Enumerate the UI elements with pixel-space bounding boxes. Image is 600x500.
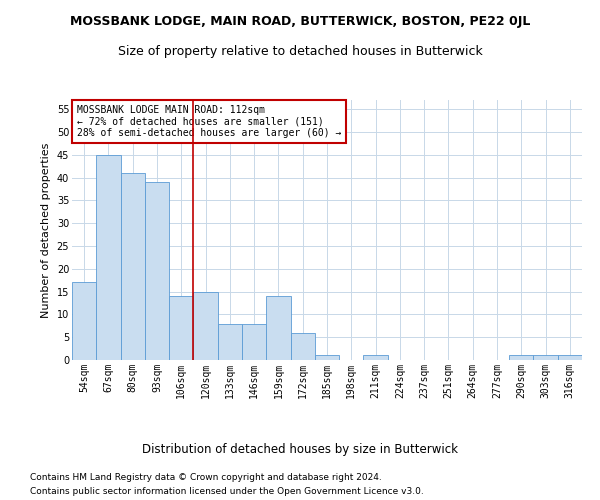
Bar [558,356,582,360]
Bar [364,356,388,360]
Bar [533,356,558,360]
Bar [72,282,96,360]
Bar [121,173,145,360]
Bar [315,356,339,360]
Text: MOSSBANK LODGE MAIN ROAD: 112sqm
← 72% of detached houses are smaller (151)
28% : MOSSBANK LODGE MAIN ROAD: 112sqm ← 72% o… [77,105,341,138]
Text: MOSSBANK LODGE, MAIN ROAD, BUTTERWICK, BOSTON, PE22 0JL: MOSSBANK LODGE, MAIN ROAD, BUTTERWICK, B… [70,15,530,28]
Text: Distribution of detached houses by size in Butterwick: Distribution of detached houses by size … [142,442,458,456]
Text: Size of property relative to detached houses in Butterwick: Size of property relative to detached ho… [118,45,482,58]
Text: Contains public sector information licensed under the Open Government Licence v3: Contains public sector information licen… [30,488,424,496]
Text: Contains HM Land Registry data © Crown copyright and database right 2024.: Contains HM Land Registry data © Crown c… [30,472,382,482]
Y-axis label: Number of detached properties: Number of detached properties [41,142,51,318]
Bar [290,332,315,360]
Bar [218,324,242,360]
Bar [193,292,218,360]
Bar [266,296,290,360]
Bar [145,182,169,360]
Bar [96,154,121,360]
Bar [509,356,533,360]
Bar [242,324,266,360]
Bar [169,296,193,360]
